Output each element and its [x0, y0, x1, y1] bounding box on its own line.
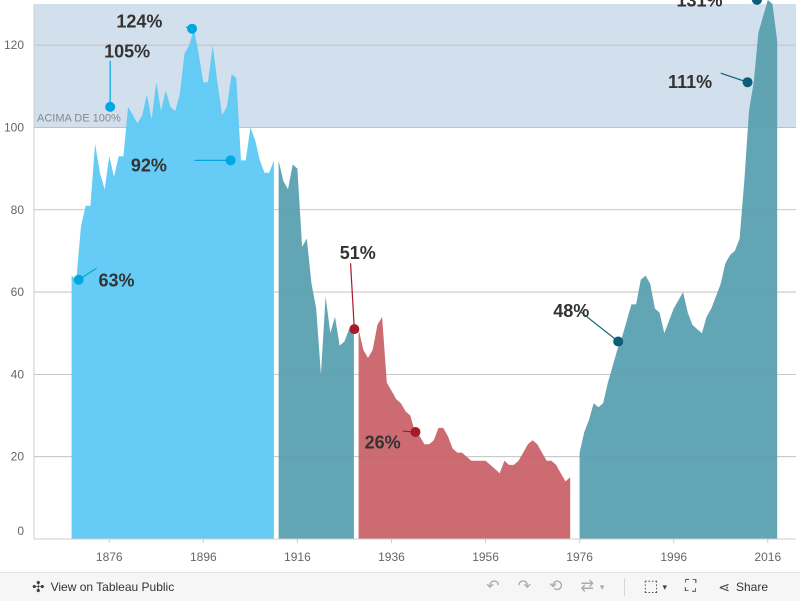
view-on-tableau-label: View on Tableau Public — [50, 580, 175, 594]
annotation-label-9: 131% — [677, 0, 723, 11]
area-series-4 — [579, 0, 778, 539]
annotation-label-1: 124% — [116, 11, 162, 31]
x-tick-label-1996: 1996 — [660, 550, 687, 564]
y-tick-label-0: 0 — [17, 524, 24, 538]
undo-icon[interactable]: ↶ — [486, 578, 500, 595]
refresh-dropdown-icon[interactable]: ▾ — [599, 582, 605, 592]
y-tick-label-120: 120 — [4, 38, 24, 52]
annotation-point-7 — [613, 336, 624, 347]
x-tick-label-1956: 1956 — [472, 550, 499, 564]
x-tick-label-1936: 1936 — [378, 550, 405, 564]
revert-icon[interactable]: ⟲ — [549, 578, 563, 595]
annotation-label-7: 48% — [553, 301, 589, 321]
tableau-toolbar: ✣ View on Tableau Public ↶ ↷ ⟲ ⇄ ▾ ⬚ ▾ ⛶… — [0, 572, 800, 601]
annotation-point-9 — [751, 0, 762, 5]
share-icon: ⋖ — [718, 578, 730, 595]
band-layer: ACIMA DE 100% — [34, 4, 796, 128]
tableau-logo-icon: ✣ — [32, 579, 45, 596]
download-icon[interactable]: ⬚ — [643, 578, 659, 595]
x-tick-label-1976: 1976 — [566, 550, 593, 564]
area-series-3 — [358, 316, 571, 539]
annotation-label-2: 105% — [104, 41, 150, 61]
download-dropdown-icon[interactable]: ▾ — [662, 582, 668, 592]
share-button[interactable]: ⋖ Share — [718, 579, 768, 596]
x-tick-label-2016: 2016 — [754, 550, 781, 564]
annotation-label-5: 51% — [340, 243, 376, 263]
x-tick-label-1876: 1876 — [96, 550, 123, 564]
band-above-100 — [34, 4, 796, 128]
annotations: 124% 105% 92% 63% 51% 26% 48% 111% 131% — [73, 0, 762, 452]
area-series-2 — [278, 160, 354, 539]
x-tick-label-1916: 1916 — [284, 550, 311, 564]
annotation-point-3 — [225, 155, 236, 166]
annotation-point-8 — [742, 77, 753, 88]
chart: ACIMA DE 100% 0 20 40 60 80 100 120 1876 1896 191… — [4, 0, 796, 564]
toolbar-divider — [624, 578, 626, 596]
annotation-point-5 — [349, 324, 360, 335]
refresh-icon[interactable]: ⇄ — [580, 578, 594, 595]
fullscreen-icon[interactable]: ⛶ — [685, 578, 697, 595]
y-tick-label-100: 100 — [4, 120, 24, 134]
redo-icon[interactable]: ↷ — [517, 578, 532, 595]
x-tick-label-1896: 1896 — [190, 550, 217, 564]
view-on-tableau-link[interactable]: ✣ View on Tableau Public — [32, 578, 174, 596]
area-series-1 — [71, 28, 274, 539]
annotation-leader-7 — [580, 311, 619, 342]
annotation-point-1 — [187, 23, 198, 34]
annotation-label-3: 92% — [131, 155, 167, 175]
share-label: Share — [735, 580, 768, 594]
annotation-point-4 — [73, 274, 84, 285]
annotation-label-6: 26% — [365, 432, 401, 452]
toolbar-actions: ↶ ↷ ⟲ ⇄ ▾ ⬚ ▾ ⛶ ⋖ Share — [468, 578, 768, 596]
annotation-point-6 — [410, 427, 421, 437]
y-tick-label-20: 20 — [11, 450, 25, 464]
annotation-leader-5 — [349, 263, 355, 330]
y-tick-label-80: 80 — [11, 203, 25, 217]
band-label: ACIMA DE 100% — [37, 112, 121, 124]
annotation-label-8: 111% — [668, 72, 712, 92]
area-series — [71, 0, 778, 539]
y-tick-label-60: 60 — [11, 285, 25, 299]
axis-layer: 0 20 40 60 80 100 120 1876 1896 1916 1936 1956 1976 1… — [4, 4, 796, 564]
annotation-label-4: 63% — [98, 271, 134, 291]
annotation-point-2 — [105, 101, 116, 112]
y-tick-label-40: 40 — [11, 367, 25, 381]
